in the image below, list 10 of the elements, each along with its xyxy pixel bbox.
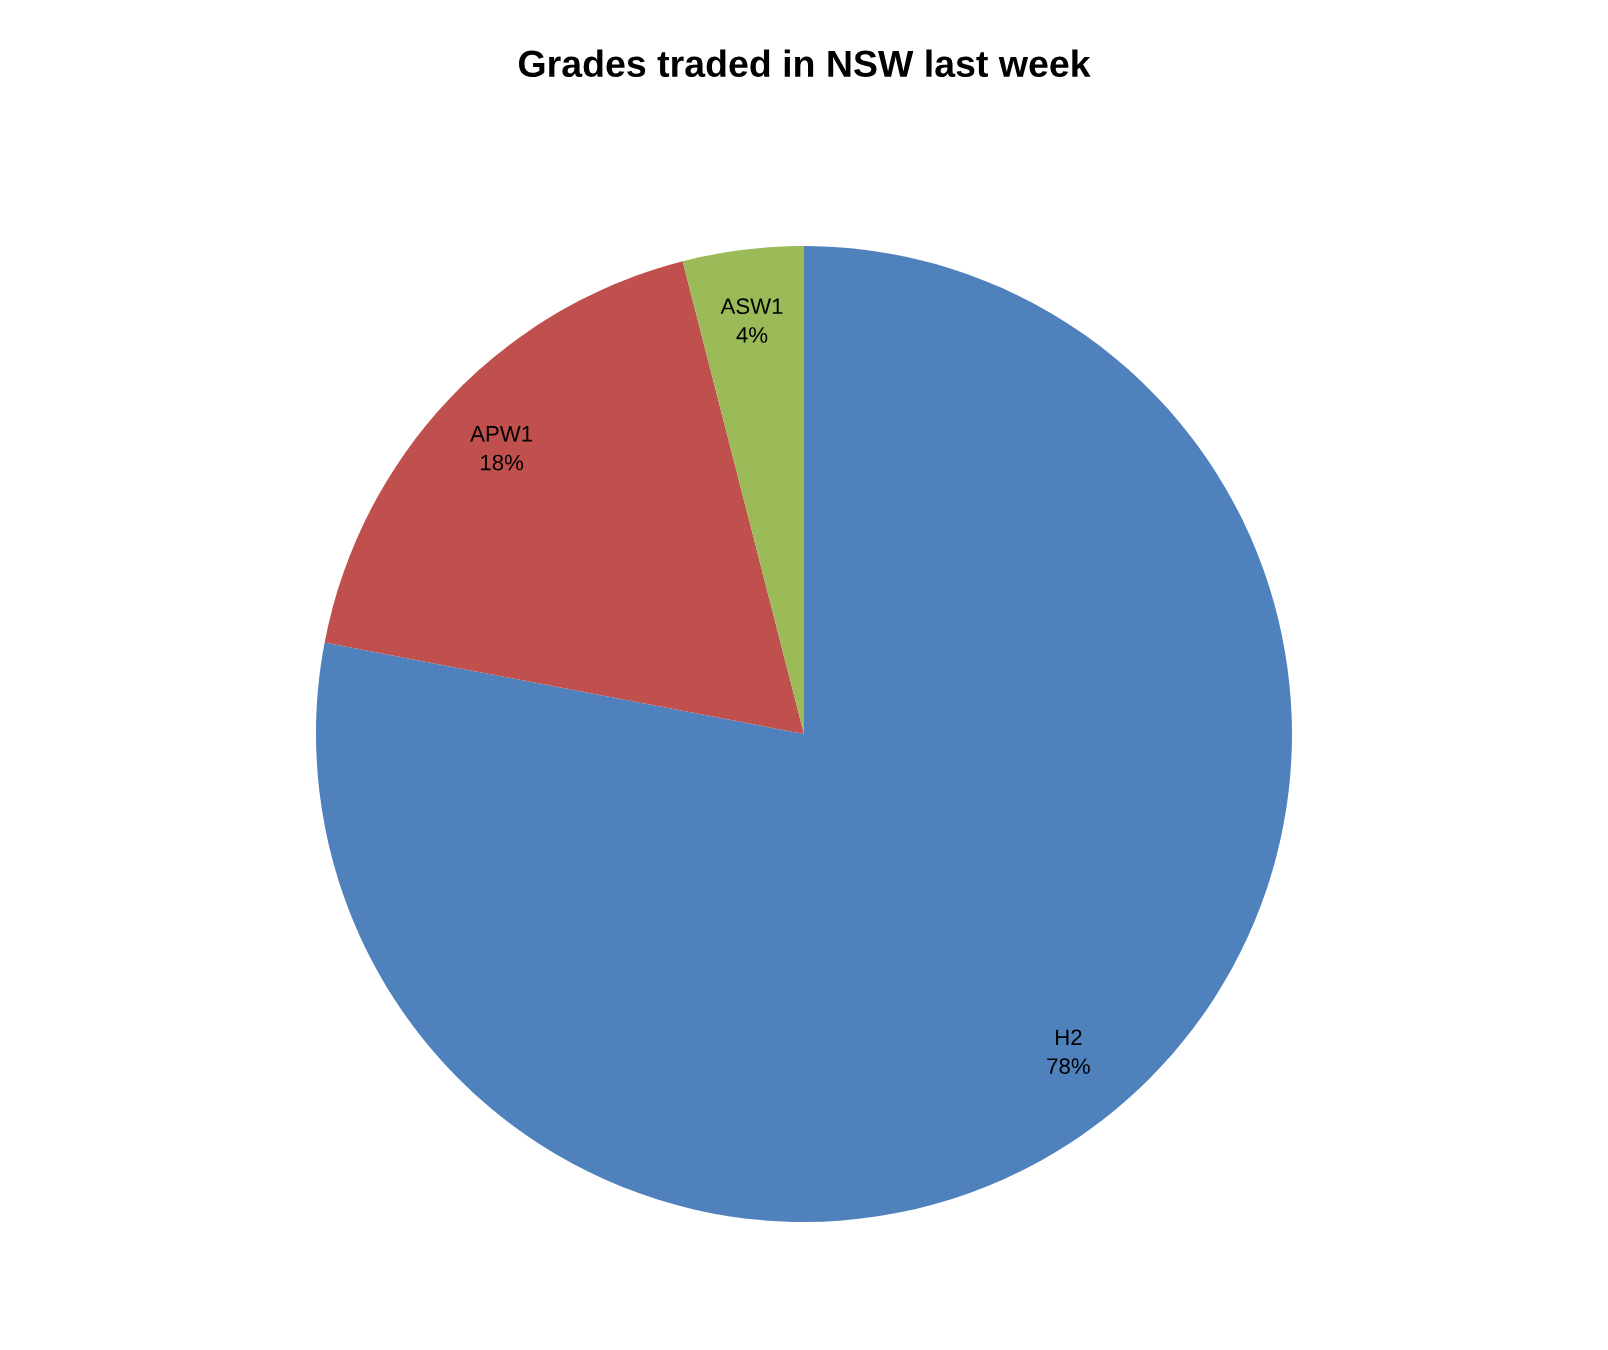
data-label: 78%: [1047, 1058, 1090, 1074]
chart-title: Grades traded in NSW last week: [519, 49, 1091, 78]
pie-slice: [316, 246, 1292, 1222]
pie-slice: [682, 246, 804, 734]
pie-slice: [324, 261, 804, 734]
slice-label: H2: [1056, 1029, 1082, 1045]
slice-label: APW1: [470, 426, 533, 442]
data-label: 4%: [736, 327, 768, 343]
slice-label: ASW1: [720, 298, 783, 315]
data-label: 18%: [481, 454, 524, 471]
